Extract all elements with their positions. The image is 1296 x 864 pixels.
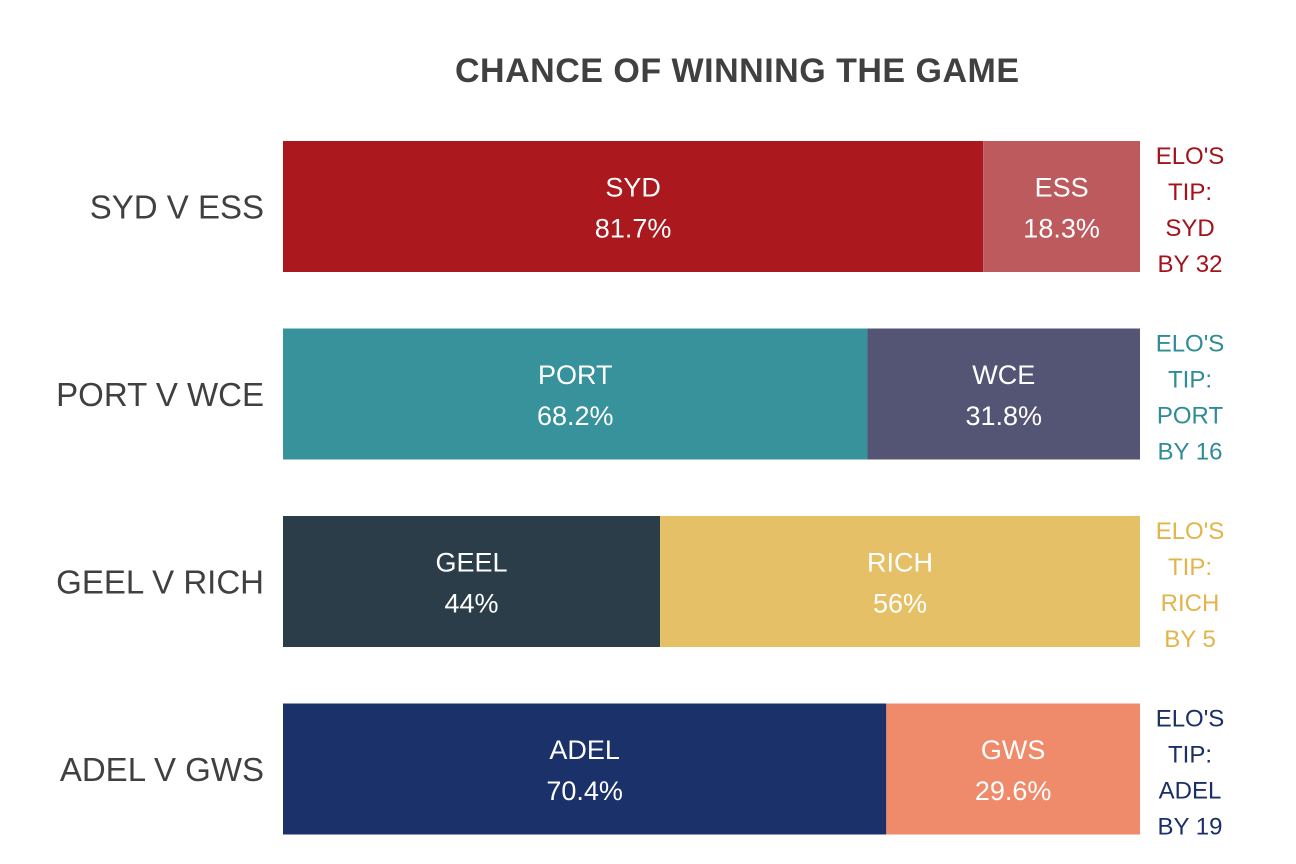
match-label: SYD V ESS — [90, 189, 264, 226]
elo-tip-line: TIP: — [1168, 742, 1212, 769]
elo-tip-line: PORT — [1157, 403, 1224, 430]
match-label: GEEL V RICH — [56, 564, 264, 601]
segment-percent-label: 31.8% — [965, 401, 1042, 431]
bar-segment-rich — [660, 516, 1140, 647]
segment-team-label: ADEL — [549, 735, 620, 765]
elo-tip-line: ELO'S — [1156, 518, 1225, 545]
elo-tip-line: TIP: — [1168, 554, 1212, 581]
bar-segment-ess — [983, 141, 1140, 272]
elo-tip-line: ELO'S — [1156, 143, 1225, 170]
segment-percent-label: 29.6% — [975, 776, 1052, 806]
segment-percent-label: 70.4% — [546, 776, 623, 806]
segment-team-label: GWS — [981, 735, 1046, 765]
bar-segment-geel — [283, 516, 661, 647]
elo-tip-line: BY 16 — [1158, 439, 1223, 466]
match-label: PORT V WCE — [56, 376, 264, 413]
elo-tip-line: SYD — [1165, 215, 1214, 242]
bar-segment-port — [283, 328, 868, 460]
elo-tip-line: TIP: — [1168, 367, 1212, 394]
elo-tip-line: TIP: — [1168, 179, 1212, 206]
elo-tip-line: BY 32 — [1158, 251, 1223, 278]
segment-team-label: GEEL — [436, 548, 508, 578]
segment-team-label: ESS — [1035, 173, 1089, 203]
elo-tip-line: ELO'S — [1156, 706, 1225, 733]
chart-title: CHANCE OF WINNING THE GAME — [455, 52, 1020, 90]
bar-segment-syd — [283, 141, 984, 272]
match-label: ADEL V GWS — [60, 751, 264, 788]
bar-segment-gws — [886, 703, 1140, 835]
segment-percent-label: 18.3% — [1023, 214, 1100, 244]
bar-segment-wce — [867, 328, 1140, 460]
elo-tip-line: ELO'S — [1156, 331, 1225, 358]
segment-percent-label: 68.2% — [537, 401, 614, 431]
segment-team-label: WCE — [972, 360, 1035, 390]
elo-tip-line: RICH — [1161, 590, 1220, 617]
elo-tip-line: ADEL — [1159, 778, 1222, 805]
segment-percent-label: 81.7% — [595, 214, 672, 244]
elo-tip-line: BY 19 — [1158, 814, 1223, 841]
elo-tip-line: BY 5 — [1164, 626, 1216, 653]
segment-team-label: PORT — [538, 360, 613, 390]
segment-team-label: RICH — [867, 548, 933, 578]
segment-percent-label: 56% — [873, 589, 927, 619]
segment-percent-label: 44% — [445, 589, 499, 619]
bar-segment-adel — [283, 703, 887, 835]
segment-team-label: SYD — [605, 173, 661, 203]
